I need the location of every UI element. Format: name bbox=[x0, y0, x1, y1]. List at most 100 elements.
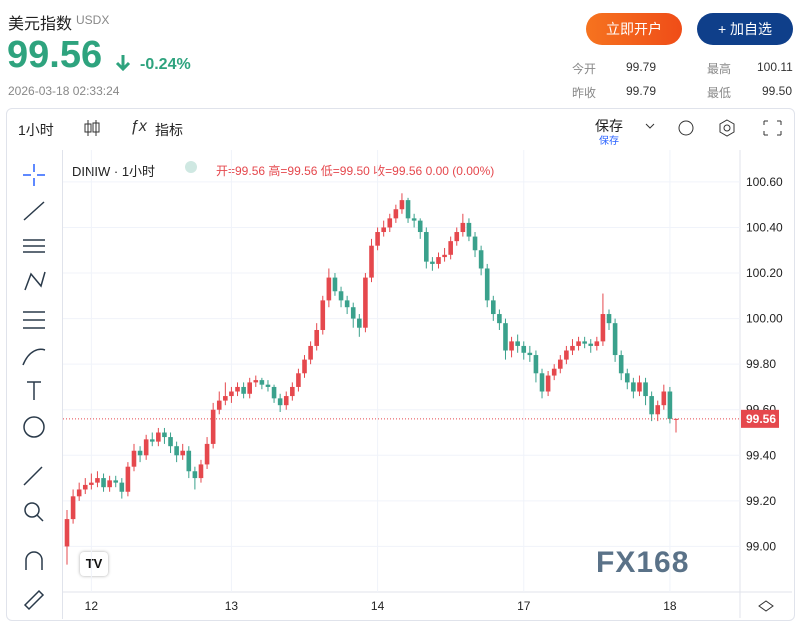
candle-body bbox=[588, 343, 594, 346]
toolbar-icons[interactable] bbox=[640, 114, 790, 142]
candle-body bbox=[156, 432, 161, 442]
candle-body bbox=[253, 380, 259, 383]
candle-body bbox=[119, 482, 125, 492]
x-tick-label: 14 bbox=[371, 599, 385, 613]
candle-body bbox=[454, 232, 460, 242]
candle-body bbox=[618, 355, 624, 374]
stat-label: 昨收 bbox=[572, 86, 597, 100]
candle-body bbox=[570, 345, 575, 351]
y-tick-label: 99.00 bbox=[746, 539, 776, 553]
indicator-button[interactable]: 指标 bbox=[155, 122, 183, 138]
candle-body bbox=[259, 380, 265, 385]
candle-body bbox=[448, 241, 453, 255]
candle-body bbox=[131, 450, 137, 467]
legend-ohlc: 开=99.56 高=99.56 低=99.50 收=99.56 0.00 (0.… bbox=[216, 162, 494, 179]
candle-body bbox=[283, 396, 289, 406]
y-tick-label: 99.20 bbox=[746, 494, 776, 508]
candle-body bbox=[557, 359, 563, 369]
candle-body bbox=[424, 232, 429, 262]
candle-body bbox=[302, 359, 307, 374]
stat-value: 99.79 bbox=[626, 60, 657, 74]
candle-body bbox=[533, 355, 539, 374]
indicator-icon[interactable]: ƒx bbox=[130, 118, 147, 135]
stat-value: 100.11 bbox=[757, 60, 793, 74]
candle-body bbox=[442, 254, 447, 258]
candle-body bbox=[320, 300, 326, 330]
candle-body bbox=[527, 352, 533, 356]
candle-body bbox=[223, 396, 228, 401]
settings-icon[interactable] bbox=[758, 600, 774, 612]
tv-logo: TV bbox=[80, 552, 108, 576]
price-label-bg bbox=[741, 409, 779, 428]
candle-body bbox=[545, 375, 551, 392]
title: 美元指数 bbox=[8, 16, 73, 33]
stat-label: 最低 bbox=[707, 86, 732, 100]
candle-body bbox=[357, 318, 362, 328]
x-tick-label: 17 bbox=[517, 599, 531, 613]
candle-body bbox=[624, 373, 630, 383]
open-account-button[interactable]: 立即开户 bbox=[586, 13, 682, 45]
candle-body bbox=[521, 345, 527, 353]
stat-label: 今开 bbox=[572, 62, 597, 76]
divider bbox=[62, 150, 63, 619]
y-tick-label: 100.40 bbox=[746, 220, 783, 234]
candle-body bbox=[143, 439, 149, 456]
interval-button[interactable]: 1小时 bbox=[18, 122, 54, 138]
candle-body bbox=[137, 450, 143, 456]
candle-body bbox=[308, 345, 313, 360]
down-arrow bbox=[115, 55, 131, 72]
legend-high: 高=99.56 bbox=[268, 164, 318, 178]
candle-body bbox=[229, 391, 234, 397]
code: USDX bbox=[76, 13, 110, 27]
candle-body bbox=[399, 200, 405, 210]
price: 99.56 bbox=[7, 34, 103, 76]
candle-body bbox=[186, 450, 192, 472]
candle-body bbox=[606, 314, 612, 324]
stat-value: 99.79 bbox=[626, 84, 657, 98]
candle-body bbox=[387, 218, 393, 228]
candle-type-icon[interactable] bbox=[82, 118, 102, 138]
candle-body bbox=[466, 222, 472, 237]
candle-body bbox=[393, 209, 399, 219]
candle-body bbox=[198, 464, 204, 479]
candle-body bbox=[314, 329, 319, 346]
plot bbox=[63, 150, 740, 592]
candle-body bbox=[564, 350, 569, 360]
x-tick-label: 18 bbox=[663, 599, 677, 613]
candle-body bbox=[64, 519, 70, 547]
candle-body bbox=[290, 386, 295, 397]
candle-body bbox=[363, 277, 368, 328]
status-dot bbox=[185, 161, 197, 173]
y-tick-label: 99.40 bbox=[746, 448, 776, 462]
legend-low: 低=99.50 bbox=[320, 164, 370, 178]
save-sub: 保存 bbox=[599, 136, 619, 147]
y-tick-label: 100.00 bbox=[746, 312, 783, 326]
candle-body bbox=[296, 373, 301, 387]
candle-body bbox=[631, 382, 636, 392]
candle-body bbox=[168, 437, 173, 447]
candle-body bbox=[271, 386, 277, 399]
candle-body bbox=[95, 478, 100, 483]
candle-body bbox=[478, 250, 484, 269]
candle-body bbox=[113, 480, 119, 483]
candle-body bbox=[503, 323, 508, 351]
candle-body bbox=[539, 373, 545, 392]
candle-body bbox=[417, 220, 423, 233]
stat-value: 99.50 bbox=[762, 84, 793, 98]
add-watchlist-button[interactable]: + 加自选 bbox=[697, 13, 793, 45]
drawing-tools[interactable] bbox=[7, 150, 62, 616]
candle-body bbox=[332, 277, 338, 292]
candle-body bbox=[107, 480, 112, 488]
candle-body bbox=[125, 466, 131, 492]
candle-body bbox=[515, 341, 520, 346]
save-button[interactable]: 保存 bbox=[595, 118, 623, 134]
candle-body bbox=[411, 218, 417, 221]
candle-body bbox=[472, 236, 478, 251]
candle-body bbox=[265, 384, 271, 387]
candle-body bbox=[149, 439, 155, 442]
y-tick-label: 100.60 bbox=[746, 175, 783, 189]
y-tick-label: 100.20 bbox=[746, 266, 783, 280]
stat-label: 最高 bbox=[707, 62, 732, 76]
candle-body bbox=[430, 261, 435, 264]
candle-body bbox=[637, 382, 642, 392]
